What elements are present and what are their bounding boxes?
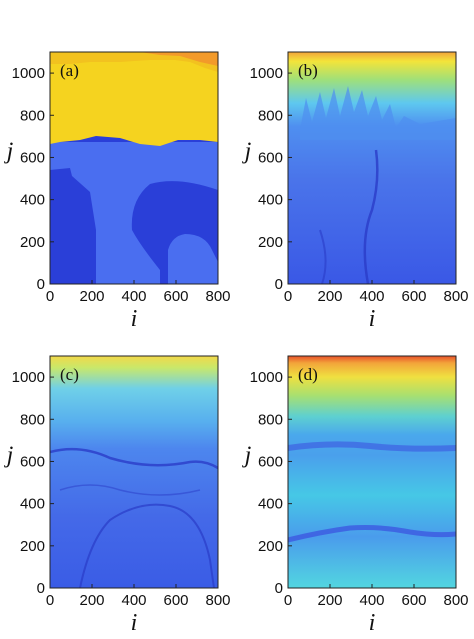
panel-c-band-3 <box>59 484 201 496</box>
panel-b-axes: 0 200 400 600 800 0 200 400 600 800 1000 i j (b) <box>242 51 469 332</box>
panel-c-band-2 <box>79 503 215 588</box>
panel-d-axes: 0 200 400 600 800 0 200 400 600 800 1000 i j (d) <box>242 355 469 636</box>
panel-b-y-tick-label: 800 <box>258 107 283 124</box>
panel-a <box>50 52 218 284</box>
panel-c-y-tick-label: 800 <box>20 411 45 428</box>
axes-layer: 0 200 400 600 800 0 200 400 600 800 1000 i j (a) 0 200 4… <box>4 51 469 636</box>
panel-a-top-edge <box>140 52 218 66</box>
panel-b-x-tick-label: 800 <box>443 288 468 305</box>
panel-b-y-tick-label: 0 <box>275 276 283 293</box>
panel-c-x-tick-label: 600 <box>163 592 188 609</box>
panel-a-x-tick-label: 800 <box>205 288 230 305</box>
panel-b-y-tick-label: 400 <box>258 192 283 209</box>
panel-a-mid-region <box>50 142 218 284</box>
panel-c-field <box>50 356 218 588</box>
panel-c-y-tick-label: 600 <box>20 453 45 470</box>
panel-a-y-tick-label: 400 <box>20 192 45 209</box>
panel-a-axes: 0 200 400 600 800 0 200 400 600 800 1000 i j (a) <box>4 51 231 332</box>
panel-d-band-upper <box>288 441 456 452</box>
panel-a-label: (a) <box>60 61 79 80</box>
panel-b-dark-stripe-2 <box>319 229 327 284</box>
panel-a-y-tick-label: 200 <box>20 234 45 251</box>
panel-a-x-tick-label: 400 <box>121 288 146 305</box>
panel-d-y-tick-label: 1000 <box>250 369 283 386</box>
panel-d-x-tick-label: 400 <box>359 592 384 609</box>
panel-c-x-axis-label: i <box>131 610 138 636</box>
panel-d-field <box>288 356 456 588</box>
panel-d-band-lower <box>288 525 456 543</box>
panel-b-y-tick-label: 1000 <box>250 65 283 82</box>
panel-d-y-tick-label: 0 <box>275 580 283 597</box>
panel-a-y-tick-label: 800 <box>20 107 45 124</box>
panel-c-y-tick-label: 1000 <box>12 369 45 386</box>
panel-b-x-axis-label: i <box>369 306 376 332</box>
panel-c-y-tick-label: 0 <box>37 580 45 597</box>
panel-b-y-tick-label: 600 <box>258 149 283 166</box>
panel-a-top-band <box>50 52 218 72</box>
panel-b-x-tick-label: 200 <box>317 288 342 305</box>
panel-a-x-tick-label: 200 <box>79 288 104 305</box>
panel-a-high-region <box>50 52 218 146</box>
panel-c-label: (c) <box>60 365 79 384</box>
panel-d-y-tick-label: 400 <box>258 496 283 513</box>
panel-d-y-tick-label: 800 <box>258 411 283 428</box>
panel-c-y-axis-label: j <box>4 443 14 469</box>
panel-c-y-tick-label: 400 <box>20 496 45 513</box>
panel-a-y-axis-label: j <box>4 139 14 165</box>
panel-a-y-tick-label: 0 <box>37 276 45 293</box>
panel-b-y-axis-label: j <box>242 139 252 165</box>
panel-b-label: (b) <box>298 61 318 80</box>
panel-a-y-tick-label: 1000 <box>12 65 45 82</box>
panel-d-y-axis-label: j <box>242 443 252 469</box>
panel-d-x-tick-label: 200 <box>317 592 342 609</box>
panel-a-x-tick-label: 0 <box>46 288 54 305</box>
panel-b-x-tick-label: 400 <box>359 288 384 305</box>
panel-a-y-tick-label: 600 <box>20 149 45 166</box>
panel-d <box>288 356 456 588</box>
panel-a-x-axis-label: i <box>131 306 138 332</box>
panel-a-mid-blob <box>168 234 218 284</box>
panel-b-x-tick-label: 0 <box>284 288 292 305</box>
panel-d-x-tick-label: 600 <box>401 592 426 609</box>
panel-d-label: (d) <box>298 365 318 384</box>
panel-c-y-tick-label: 200 <box>20 538 45 555</box>
panel-c <box>50 356 218 588</box>
panel-c-x-tick-label: 0 <box>46 592 54 609</box>
panel-d-y-tick-label: 600 <box>258 453 283 470</box>
panel-d-x-tick-label: 0 <box>284 592 292 609</box>
panel-b-field <box>288 52 456 284</box>
panel-b-x-tick-label: 600 <box>401 288 426 305</box>
panel-b-dark-stripe <box>363 149 379 284</box>
panel-b-spike-front <box>300 86 456 140</box>
panel-b <box>288 52 456 284</box>
panel-c-x-tick-label: 400 <box>121 592 146 609</box>
panel-d-x-axis-label: i <box>369 610 376 636</box>
panel-c-x-tick-label: 200 <box>79 592 104 609</box>
panel-d-y-tick-label: 200 <box>258 538 283 555</box>
panel-c-axes: 0 200 400 600 800 0 200 400 600 800 1000 i j (c) <box>4 355 231 636</box>
panel-b-y-tick-label: 200 <box>258 234 283 251</box>
panel-c-x-tick-label: 800 <box>205 592 230 609</box>
panel-a-x-tick-label: 600 <box>163 288 188 305</box>
panel-c-band-1 <box>50 447 218 470</box>
panel-d-x-tick-label: 800 <box>443 592 468 609</box>
